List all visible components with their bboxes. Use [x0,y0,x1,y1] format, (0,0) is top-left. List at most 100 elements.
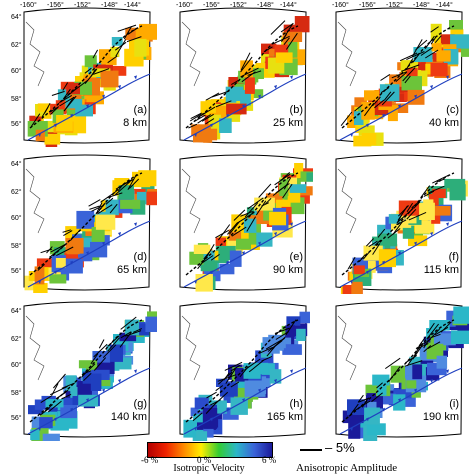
trench-tooth [290,75,293,80]
anisotropy-vector [115,39,127,57]
anisotropy-vector [285,32,298,50]
coastline [337,168,357,234]
anisotropy-vector [203,251,211,260]
anisotropy-vector [93,68,110,75]
trench-tooth [274,232,277,236]
trench-tooth [350,280,353,284]
velocity-cell [406,67,418,81]
velocity-cell [412,364,423,380]
trench-tooth [414,241,417,246]
anisotropy-vector [120,316,137,330]
trench-tooth [86,398,89,403]
trench-tooth [70,260,73,265]
anisotropy-vector [217,374,237,382]
velocity-cell [449,184,466,201]
trench-tooth [210,417,213,422]
longitude-label: -160° [20,2,37,9]
anisotropy-vector [83,372,92,382]
panel-depth: 165 km [266,411,303,423]
longitude-label: -148° [257,2,274,9]
trench-tooth [242,398,245,403]
velocity-cell [105,199,119,216]
anisotropy-vector [44,103,51,114]
velocity-cell [288,39,298,58]
anisotropy-vector [391,71,408,79]
anisotropy-vector [406,51,425,61]
trench-tooth [446,369,449,374]
anisotropy-vector [413,341,423,358]
trench-tooth [38,133,41,137]
velocity-cell [33,283,48,293]
anisotropy-vector [233,209,246,221]
velocity-cell [444,178,466,189]
latitude-label: 62° [11,42,22,49]
anisotropy-vector [40,395,52,404]
longitude-label: -156° [203,2,220,9]
velocity-field [189,163,313,292]
anisotropy-vector [413,201,421,209]
velocity-cell [200,260,218,272]
velocity-cell [66,82,80,95]
panel-depth: 190 km [422,411,459,423]
anisotropy-vector [347,256,356,270]
anisotropy-vector [127,173,138,191]
anisotropy-vector [274,173,291,186]
anisotropy-vector [404,75,411,84]
trench-tooth [398,104,401,109]
trench-tooth [70,113,73,118]
velocity-cell [45,399,64,408]
trench-tooth [210,270,213,275]
trench-tooth [290,222,293,227]
trench-tooth [194,427,197,431]
anisotropy-vector [51,90,65,96]
latitude-label: 60° [11,362,22,369]
anisotropy-vector [371,392,383,403]
panel-tag: (i) [449,398,459,410]
anisotropy-vector [40,248,53,254]
anisotropy-vector [248,359,265,373]
coastline [25,21,45,87]
longitude-label: -160° [176,2,193,9]
anisotropy-vector [224,361,243,371]
anisotropy-vector [280,33,288,42]
velocity-cell [223,97,241,109]
anisotropy-vector [93,357,107,371]
anisotropy-vector [397,205,409,217]
anisotropy-vector [240,52,251,71]
velocity-cell [440,34,455,45]
trench-tooth [54,270,57,275]
trench-tooth [118,85,121,89]
trench-tooth [226,407,229,412]
trench-line [27,73,151,141]
velocity-cell [388,214,401,224]
velocity-cell [95,214,116,230]
anisotropy-vector [396,215,402,224]
anisotropy-vector [84,68,98,85]
trench-tooth [102,94,105,99]
anisotropy-vector [205,401,218,414]
panel-tag: (h) [289,398,303,410]
volcanic-arc [29,319,143,423]
trench-tooth [274,85,277,89]
velocity-cell [294,16,310,33]
anisotropy-vector [52,244,66,256]
anisotropy-vector [401,64,420,72]
anisotropy-vector [215,229,229,239]
velocity-cell [91,227,105,244]
anisotropy-vector [206,391,217,399]
anisotropy-vector [197,114,211,124]
velocity-colorbar [147,442,273,458]
velocity-cell [249,68,264,79]
trench-tooth [86,251,89,256]
anisotropy-vector [240,210,253,217]
anisotropy-vector [357,394,364,403]
velocity-cell [433,206,451,216]
velocity-cell [358,125,375,136]
trench-tooth [258,388,261,393]
velocity-cell [71,115,87,134]
anisotropy-scale-value: – 5% [325,440,355,455]
anisotropy-vector [405,354,418,364]
latitude-label: 64° [11,14,22,21]
velocity-cell [286,316,301,326]
anisotropy-vector [126,36,142,43]
